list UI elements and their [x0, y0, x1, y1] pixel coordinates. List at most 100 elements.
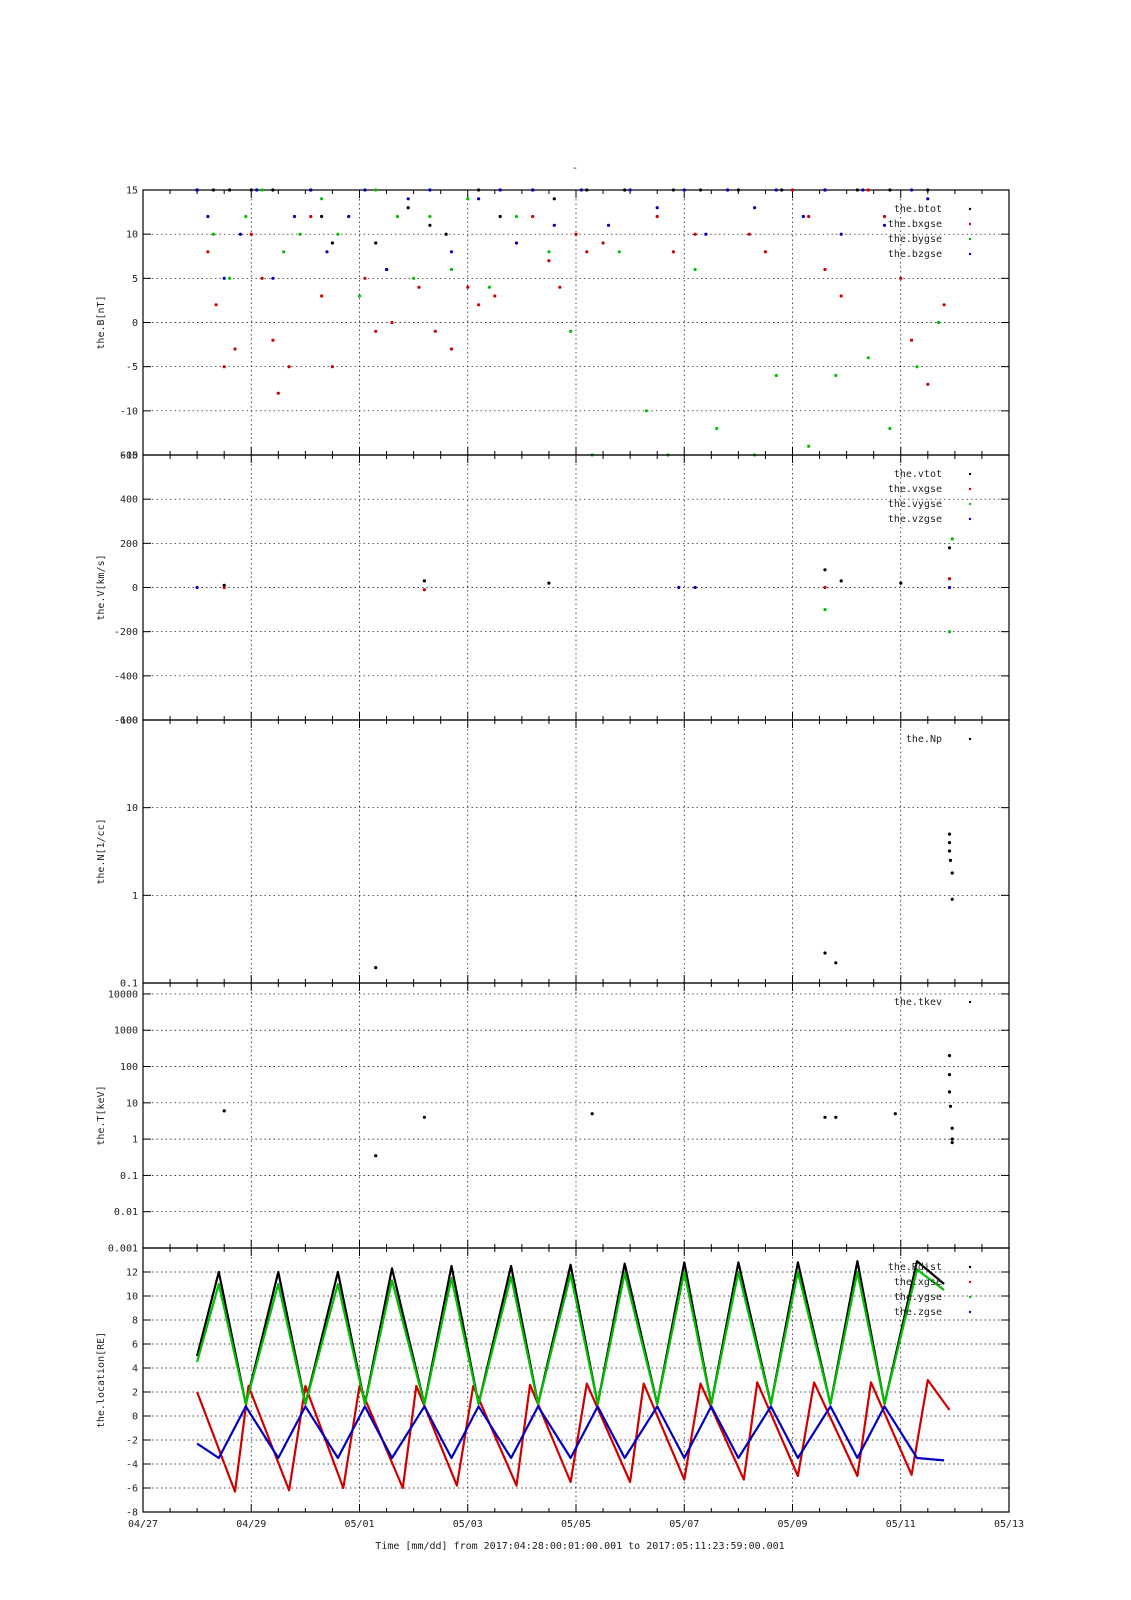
legend-label: the.zgse [894, 1307, 942, 1318]
data-point [947, 849, 952, 853]
y-tick-label: 10 [126, 230, 138, 241]
data-point [947, 577, 952, 581]
data-point [298, 232, 302, 236]
data-point [211, 232, 215, 236]
data-point [628, 188, 632, 192]
data-point [249, 188, 253, 192]
data-point [579, 188, 584, 192]
data-point [726, 188, 730, 192]
y-tick-label: -5 [126, 362, 138, 373]
data-point [222, 1109, 226, 1113]
data-point [677, 585, 681, 590]
data-point [406, 197, 410, 201]
data-point [493, 294, 497, 298]
legend-marker [968, 737, 972, 741]
data-point [428, 214, 432, 219]
legend-label: the.Rdist [888, 1262, 942, 1273]
x-tick-label: 05/07 [669, 1519, 699, 1530]
y-tick-label: 1 [132, 891, 138, 902]
y-tick-label: -200 [114, 627, 138, 638]
data-point [195, 585, 199, 590]
x-axis-label: Time [mm/dd] from 2017:04:28:00:01:00.00… [375, 1541, 784, 1552]
data-point [823, 267, 827, 272]
data-point [271, 276, 275, 280]
series-the-ygse [196, 1268, 945, 1406]
series-line [196, 1378, 951, 1493]
y-tick-label: -10 [120, 406, 138, 417]
data-point [249, 232, 253, 236]
data-point [947, 1090, 952, 1094]
y-tick-label: 1000 [114, 1026, 138, 1037]
data-point [244, 214, 248, 219]
data-point [206, 214, 210, 219]
data-point [950, 871, 954, 875]
series-the-bygse [195, 188, 941, 457]
data-point [466, 197, 470, 201]
data-point [422, 588, 426, 592]
data-point [644, 409, 649, 413]
data-point [466, 285, 470, 289]
y-tick-label: 100 [120, 1062, 138, 1073]
y-tick-label: 400 [120, 495, 138, 506]
data-point [736, 188, 741, 192]
panels: 151050-5-10-15the.B[nT]the.btotthe.bxgse… [96, 186, 1010, 1519]
data-point [552, 197, 556, 201]
data-point [882, 223, 887, 227]
legend-label: the.ygse [894, 1292, 942, 1303]
data-point [693, 585, 697, 590]
data-point [839, 294, 843, 298]
data-point [623, 188, 627, 192]
data-point [330, 241, 334, 245]
y-tick-label: -6 [126, 1484, 138, 1495]
legend-marker [968, 222, 972, 226]
legend-label: the.vzgse [888, 514, 942, 525]
data-point [292, 214, 297, 219]
data-point [336, 232, 340, 236]
data-point [374, 329, 378, 333]
data-point [823, 188, 827, 192]
data-point [866, 188, 870, 192]
data-point [950, 1126, 954, 1130]
data-point [866, 356, 870, 360]
data-point [780, 188, 784, 192]
series-the-Np [374, 832, 954, 970]
data-point [531, 188, 535, 192]
y-tick-label: 4 [132, 1364, 138, 1375]
data-point [926, 197, 930, 201]
legend-label: the.bxgse [888, 219, 942, 230]
series-the-btot [195, 188, 930, 272]
data-point [774, 188, 778, 192]
y-tick-label: -8 [126, 1508, 138, 1519]
y-tick-label: 1 [132, 1135, 138, 1146]
data-point [839, 232, 843, 236]
data-point [601, 241, 605, 245]
data-point [363, 188, 367, 192]
data-point [514, 241, 519, 245]
panel-5: 12 10 8 6 4 2 0 -2 -4 -6 -8 the.location[RE] the.Rdi… [96, 1247, 1010, 1519]
data-point [449, 347, 454, 351]
series-the-bzgse [195, 188, 930, 280]
x-tick-label: 04/29 [236, 1519, 266, 1530]
y-tick-label: 0.1 [120, 1171, 138, 1182]
series-the-vxgse [222, 577, 952, 592]
data-point [206, 250, 210, 254]
y-tick-label: -2 [126, 1436, 138, 1447]
data-point [948, 1104, 953, 1108]
y-tick-label: 0.1 [120, 979, 138, 990]
data-point [287, 365, 291, 369]
legend-marker [968, 1000, 972, 1004]
data-point [807, 214, 811, 219]
figure-title: - [572, 163, 578, 174]
data-point [487, 285, 491, 289]
data-point [282, 250, 286, 254]
data-point [552, 223, 556, 227]
data-point [790, 188, 795, 192]
data-point [449, 250, 454, 254]
data-point [942, 303, 946, 307]
data-point [228, 188, 232, 192]
x-tick-label: 05/09 [777, 1519, 807, 1530]
data-point [763, 250, 768, 254]
data-point [325, 250, 329, 254]
data-point [655, 206, 659, 210]
